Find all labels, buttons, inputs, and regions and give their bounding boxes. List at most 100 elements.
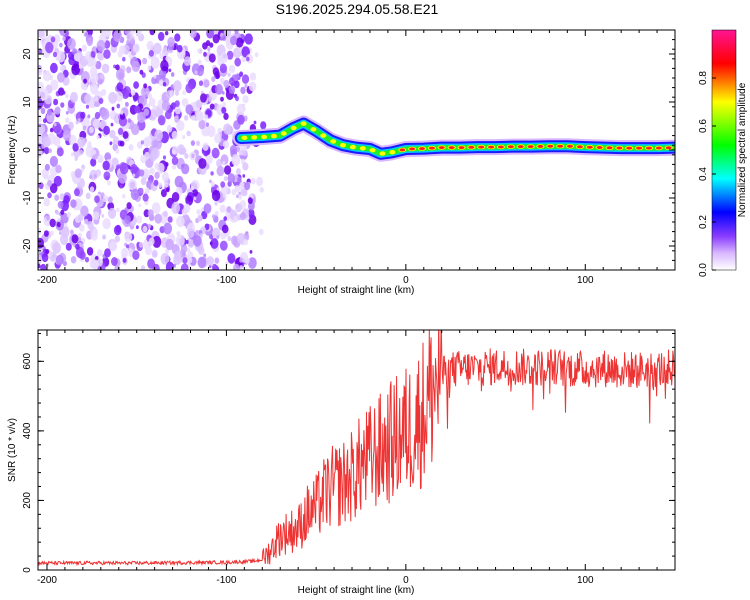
- noise-blob: [250, 72, 257, 81]
- noise-blob: [113, 30, 122, 42]
- noise-blob: [214, 257, 220, 264]
- noise-blob: [118, 171, 127, 184]
- noise-blob: [43, 147, 50, 155]
- noise-blob: [234, 30, 239, 34]
- noise-blob: [40, 263, 47, 270]
- noise-blob: [122, 194, 126, 199]
- track-peak-max: [557, 144, 564, 148]
- noise-blob: [49, 127, 54, 133]
- noise-blob: [176, 44, 183, 53]
- noise-blob: [108, 91, 117, 104]
- noise-blob: [59, 193, 65, 201]
- spectrogram-y-label: Frequency (Hz): [7, 116, 18, 185]
- noise-blob: [148, 97, 156, 107]
- noise-blob: [235, 73, 240, 78]
- colorbar-label: Normalized spectral amplitude: [737, 82, 748, 217]
- noise-blob: [142, 193, 149, 202]
- noise-blob: [70, 199, 77, 208]
- snr-y-label: SNR (10 * v/v): [7, 418, 18, 482]
- noise-blob: [40, 88, 49, 101]
- noise-blob: [65, 117, 70, 124]
- colorbar-tick-label: 0.4: [698, 167, 709, 181]
- noise-blob: [99, 73, 105, 80]
- noise-blob: [52, 242, 61, 254]
- noise-blob: [171, 164, 177, 170]
- noise-blob: [228, 77, 235, 86]
- track-peak: [271, 133, 277, 139]
- noise-blob: [109, 141, 113, 146]
- noise-blob: [148, 49, 154, 57]
- noise-blob: [58, 87, 65, 96]
- noise-blob: [226, 206, 232, 213]
- noise-blob: [80, 71, 90, 83]
- spectrogram-xtick-label: 0: [403, 275, 409, 286]
- noise-blob: [164, 181, 169, 188]
- noise-blob: [146, 103, 151, 109]
- track-peak-max: [409, 147, 416, 151]
- noise-blob: [160, 189, 167, 198]
- noise-blob: [49, 218, 56, 228]
- noise-blob: [240, 86, 246, 95]
- noise-blob: [102, 195, 109, 203]
- noise-blob: [197, 256, 207, 269]
- noise-blob: [84, 94, 91, 104]
- noise-blob: [227, 253, 236, 264]
- noise-blob: [219, 204, 226, 213]
- noise-blob: [212, 227, 221, 239]
- noise-blob: [203, 79, 210, 88]
- noise-blob: [182, 90, 186, 95]
- noise-blob: [180, 244, 188, 254]
- noise-blob: [70, 152, 74, 157]
- noise-blob: [147, 65, 152, 71]
- snr-x-label: Height of straight line (km): [298, 585, 415, 596]
- noise-blob: [43, 197, 51, 207]
- noise-blob: [202, 142, 209, 151]
- noise-blob: [124, 215, 131, 225]
- noise-blob: [227, 173, 235, 184]
- noise-blob: [150, 56, 160, 69]
- noise-blob: [140, 140, 144, 145]
- snr-ytick-label: 0: [22, 567, 33, 573]
- noise-blob: [140, 177, 147, 185]
- noise-blob: [211, 263, 218, 270]
- noise-blob: [247, 208, 255, 218]
- noise-blob: [165, 31, 169, 36]
- track-peak-max: [655, 146, 662, 150]
- noise-blob: [176, 120, 185, 132]
- spectrogram-xtick-label: 100: [577, 275, 594, 286]
- noise-blob: [94, 95, 99, 102]
- noise-blob: [65, 242, 72, 251]
- noise-blob: [137, 111, 146, 124]
- noise-blob: [73, 53, 80, 62]
- noise-blob: [62, 36, 66, 42]
- noise-blob: [230, 35, 237, 46]
- noise-blob: [223, 176, 228, 182]
- noise-blob: [185, 195, 194, 206]
- noise-blob: [119, 45, 126, 54]
- noise-blobs: [38, 30, 267, 270]
- noise-blob: [203, 51, 207, 57]
- noise-blob: [234, 185, 241, 193]
- noise-blob: [95, 60, 102, 70]
- noise-blob: [100, 88, 107, 96]
- track-peak-max: [646, 146, 652, 150]
- noise-blob: [163, 222, 173, 235]
- noise-blob: [130, 123, 140, 136]
- noise-blob: [250, 177, 256, 185]
- noise-blob: [152, 235, 162, 248]
- noise-blob: [228, 64, 236, 74]
- noise-blob: [212, 67, 220, 76]
- noise-blob: [122, 257, 127, 263]
- noise-blob: [142, 225, 148, 233]
- noise-blob: [131, 60, 141, 72]
- noise-blob: [217, 57, 224, 66]
- noise-blob: [209, 241, 213, 246]
- track-peak-max: [537, 144, 544, 148]
- track-peak-max: [606, 146, 613, 150]
- noise-blob: [133, 96, 138, 102]
- noise-blob: [138, 169, 145, 177]
- noise-blob: [154, 213, 162, 224]
- noise-blob: [94, 111, 101, 120]
- noise-blob: [242, 162, 249, 171]
- noise-blob: [237, 114, 245, 125]
